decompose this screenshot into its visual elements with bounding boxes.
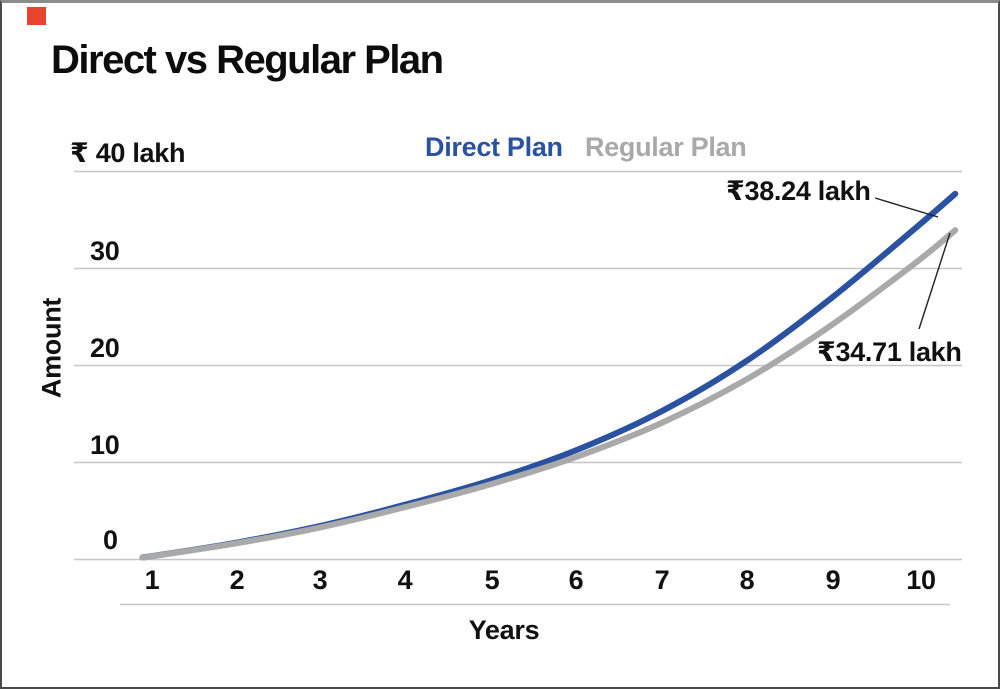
chart-title: Direct vs Regular Plan: [51, 38, 444, 82]
x-tick-5: 5: [484, 565, 500, 595]
y-tick-20: 20: [90, 333, 120, 363]
gridlines: [74, 170, 962, 606]
annotation-direct-end: ₹38.24 lakh: [726, 176, 871, 206]
x-tick-3: 3: [312, 565, 328, 595]
callout-line-direct: [874, 197, 939, 218]
y-tick-30: 30: [90, 236, 120, 266]
x-tick-6: 6: [568, 565, 584, 595]
red-marker: [27, 7, 46, 25]
x-tick-7: 7: [654, 565, 670, 595]
x-tick-4: 4: [397, 565, 413, 595]
y-axis-title: Amount: [36, 297, 67, 399]
x-tick-9: 9: [825, 565, 841, 595]
legend-regular-plan: Regular Plan: [585, 132, 747, 162]
regular-plan-line: [139, 227, 959, 561]
callout-line-regular: [918, 232, 951, 330]
y-tick-0: 0: [103, 525, 118, 555]
y-tick-40lakh: ₹ 40 lakh: [70, 138, 186, 168]
annotation-regular-end: ₹34.71 lakh: [817, 337, 962, 367]
x-tick-2: 2: [229, 565, 245, 595]
x-axis-title: Years: [468, 615, 540, 645]
callout-lines: [874, 197, 951, 330]
y-tick-10: 10: [90, 430, 120, 460]
x-tick-8: 8: [739, 565, 755, 595]
x-tick-10: 10: [906, 565, 936, 595]
x-tick-1: 1: [144, 565, 160, 595]
direct-plan-line: [139, 190, 959, 561]
legend-direct-plan: Direct Plan: [425, 132, 563, 162]
plot-area: [74, 170, 962, 606]
